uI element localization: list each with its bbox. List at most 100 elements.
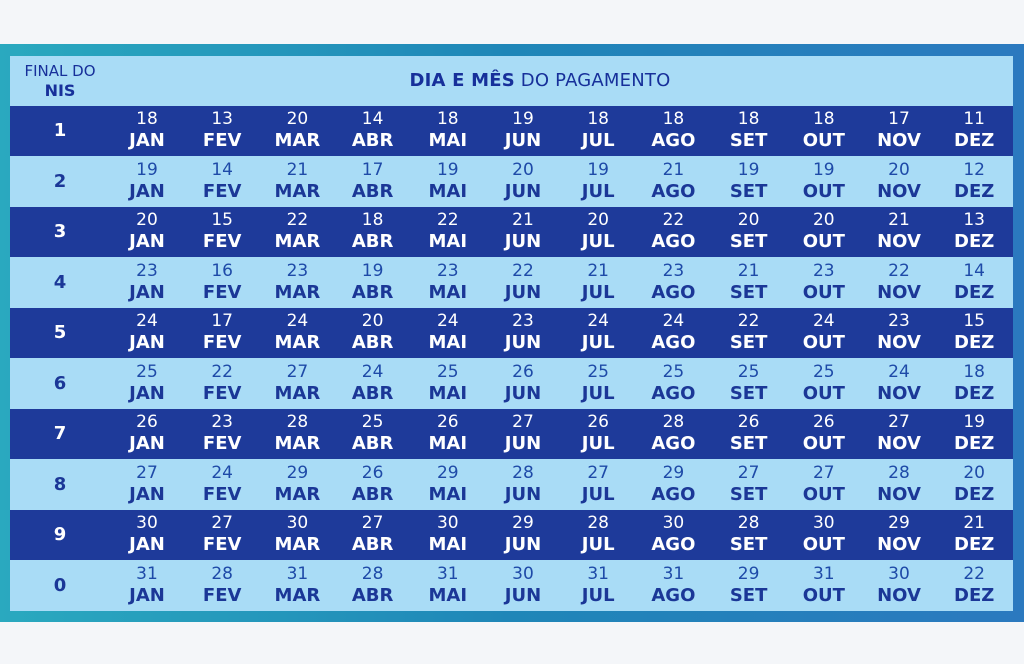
payment-month: SET (729, 382, 768, 404)
payment-date-cell: 26 JAN (110, 412, 185, 455)
payment-date-cell: 17 FEV (185, 311, 260, 354)
payment-day: 27 (286, 361, 309, 382)
table-frame: FINAL DO NIS DIA E MÊS DO PAGAMENTO 1 18 J… (0, 44, 1024, 622)
payment-day: 18 (662, 109, 685, 129)
payment-date-cell: 18 JAN (110, 109, 185, 152)
payment-day: 25 (361, 412, 384, 432)
nis-final-digit: 3 (53, 221, 67, 242)
nis-column-header: FINAL DO NIS (10, 62, 110, 100)
payment-date-cell: 22 AGO (636, 210, 711, 253)
payment-day: 29 (662, 462, 685, 483)
payment-month: OUT (802, 231, 845, 252)
payment-day: 18 (737, 109, 760, 129)
payment-date-cell: 21 JUN (486, 210, 561, 253)
payment-day: 26 (812, 412, 835, 432)
payment-day: 19 (963, 412, 985, 432)
payment-date-cell: 23 JAN (110, 261, 185, 304)
payment-date-cell: 28 MAR (260, 412, 335, 455)
payment-day: 13 (211, 109, 233, 129)
payment-date-cell: 27 SET (711, 463, 786, 506)
payment-month: NOV (877, 332, 921, 353)
payment-month: JUN (504, 483, 542, 505)
payment-month: DEZ (954, 483, 995, 505)
payment-month: ABR (351, 534, 394, 555)
payment-date-cell: 20 SET (711, 210, 786, 253)
nis-final-digit: 8 (53, 473, 67, 495)
payment-month: FEV (202, 534, 242, 555)
payment-day: 18 (136, 109, 158, 129)
payment-month: MAR (274, 281, 321, 303)
payment-month: FEV (202, 433, 242, 454)
payment-day: 27 (361, 513, 384, 533)
payment-date-cell: 18 MAI (410, 109, 485, 152)
nis-final-digit: 1 (53, 120, 67, 141)
payment-month: JAN (129, 130, 165, 151)
payment-month: NOV (877, 130, 921, 151)
payment-month: SET (729, 130, 768, 151)
payment-day: 22 (211, 361, 233, 382)
payment-date-cell: 23 JUN (486, 311, 561, 354)
payment-day: 23 (662, 260, 685, 281)
payment-month: ABR (351, 332, 394, 353)
payment-date-cell: 30 OUT (786, 513, 861, 556)
payment-month: MAI (428, 130, 468, 151)
payment-date-cell: 30 NOV (862, 564, 937, 607)
payment-day: 29 (737, 563, 760, 584)
payment-day: 23 (211, 412, 233, 432)
nis-header-line1: FINAL DO (24, 62, 96, 80)
payment-month: JUL (581, 584, 615, 606)
payment-date-cell: 20 OUT (786, 210, 861, 253)
payment-day: 22 (963, 563, 985, 584)
payment-date-cell: 13 FEV (185, 109, 260, 152)
payment-day: 31 (587, 563, 609, 584)
payment-month: NOV (877, 231, 921, 252)
payment-day: 25 (812, 361, 835, 382)
payment-date-cell: 29 MAI (410, 463, 485, 506)
payment-month: DEZ (954, 281, 995, 303)
payment-month: FEV (202, 584, 242, 606)
payment-day: 21 (512, 210, 534, 230)
table-row: 2 19 JAN 14 FEV 21 MAR 17 ABR 19 MAI 20 JUN 19 JUL 21 AG… (10, 156, 1013, 207)
payment-month: JUL (581, 332, 615, 353)
payment-month: DEZ (954, 534, 995, 555)
payment-day: 29 (888, 513, 910, 533)
payment-month: MAR (274, 130, 321, 151)
payment-day: 14 (361, 109, 384, 129)
payment-date-cell: 24 JAN (110, 311, 185, 354)
payment-day: 21 (587, 260, 609, 281)
payment-date-cell: 27 ABR (335, 513, 410, 556)
payment-day: 21 (963, 513, 985, 533)
payment-date-cell: 27 JAN (110, 463, 185, 506)
payment-month: JUN (504, 534, 542, 555)
payment-month: SET (729, 281, 768, 303)
payment-month: FEV (202, 382, 242, 404)
payment-date-cell: 14 DEZ (937, 261, 1012, 304)
payment-month: MAR (274, 534, 321, 555)
payment-month: OUT (802, 584, 845, 606)
payment-month: MAR (274, 382, 321, 404)
payment-day: 19 (361, 260, 384, 281)
payment-day: 30 (136, 513, 158, 533)
nis-final-digit: 9 (53, 524, 67, 545)
payment-day: 20 (512, 159, 534, 180)
payment-date-cell: 27 JUN (486, 412, 561, 455)
payment-date-cell: 30 MAI (410, 513, 485, 556)
payment-month: MAI (428, 584, 468, 606)
payment-month: AGO (651, 130, 696, 151)
payment-day: 28 (888, 462, 910, 483)
payment-date-cell: 31 AGO (636, 564, 711, 607)
payment-day: 30 (888, 563, 910, 584)
payment-day: 20 (963, 462, 985, 483)
payment-month: MAI (428, 534, 468, 555)
payment-date-cell: 26 MAI (410, 412, 485, 455)
payment-month: JAN (129, 231, 165, 252)
payment-date-cell: 23 MAR (260, 261, 335, 304)
payment-month: NOV (877, 433, 921, 454)
payment-date-cell: 23 NOV (862, 311, 937, 354)
payment-day: 18 (812, 109, 835, 129)
payment-day: 21 (737, 260, 760, 281)
payment-day: 24 (812, 311, 835, 331)
payment-day: 30 (286, 513, 309, 533)
payment-month: ABR (351, 180, 394, 202)
payment-date-cell: 27 FEV (185, 513, 260, 556)
